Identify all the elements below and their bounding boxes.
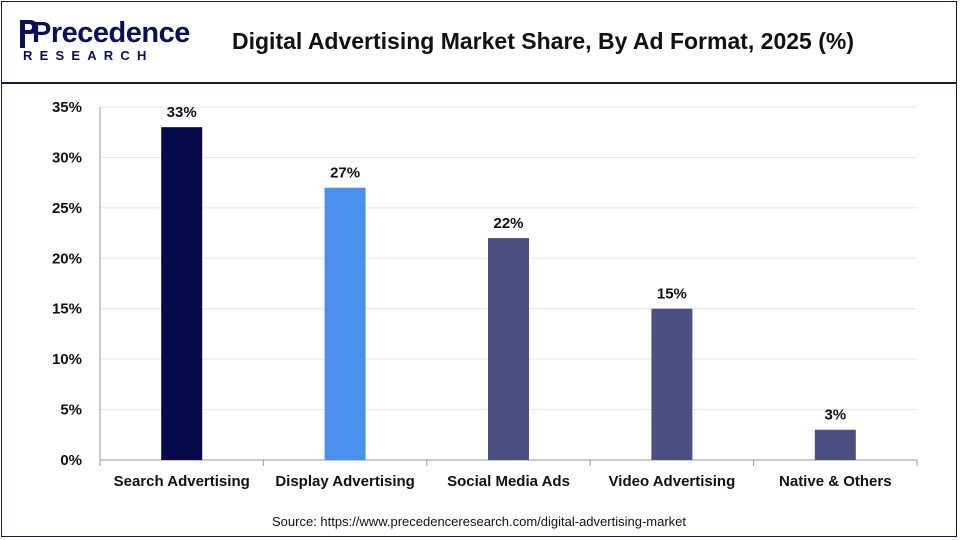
chart-title: Digital Advertising Market Share, By Ad … [232, 28, 855, 54]
header: Precedence RESEARCH Digital Advertising … [2, 2, 956, 84]
x-tick-label: Social Media Ads [447, 473, 570, 490]
bar [324, 187, 366, 460]
y-tick-label: 20% [52, 250, 82, 267]
logo-wordmark: Precedence [32, 17, 190, 49]
logo-subtitle: RESEARCH [23, 48, 154, 63]
brand-logo: Precedence RESEARCH [16, 16, 190, 66]
x-tick-label: Video Advertising [609, 473, 736, 490]
data-label: 15% [657, 286, 687, 303]
y-tick-label: 5% [60, 402, 82, 419]
x-tick-label: Native & Others [779, 473, 892, 490]
bar [161, 127, 203, 461]
data-label: 22% [493, 215, 523, 232]
y-tick-label: 10% [52, 351, 82, 368]
data-label: 33% [167, 104, 197, 121]
source-note: Source: https://www.precedenceresearch.c… [271, 514, 686, 529]
data-label: 3% [824, 407, 846, 424]
y-tick-label: 30% [52, 149, 82, 166]
y-tick-label: 0% [60, 452, 82, 469]
logo-mark-icon [20, 20, 37, 48]
data-label: 27% [330, 165, 360, 182]
bar [651, 308, 693, 460]
bar-chart: 0% 5% 10% 15% 20% 25% 30% 35% 33% Search Advertis… [52, 99, 918, 490]
x-tick-label: Search Advertising [114, 473, 250, 490]
y-tick-label: 25% [52, 200, 82, 217]
y-tick-label: 35% [52, 99, 82, 116]
bar [488, 238, 529, 460]
x-tick-label: Display Advertising [275, 473, 414, 490]
bar [814, 429, 856, 460]
y-tick-label: 15% [52, 301, 82, 318]
